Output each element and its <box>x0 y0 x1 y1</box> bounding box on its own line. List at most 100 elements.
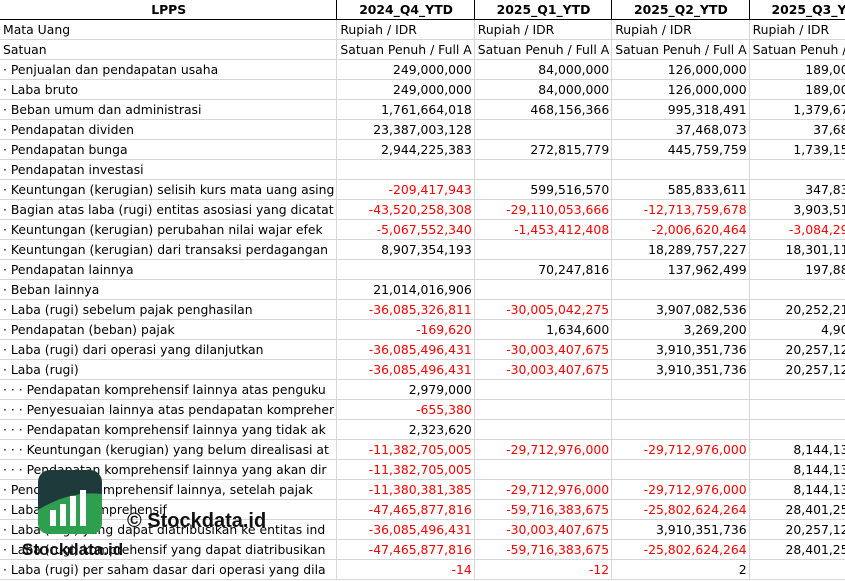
cell-value[interactable]: 189,000,000 <box>749 59 845 80</box>
cell-value[interactable]: 20,257,123,414 <box>749 359 845 380</box>
cell-value[interactable] <box>474 459 613 480</box>
cell-value[interactable]: 3,910,351,736 <box>611 519 750 540</box>
row-label[interactable]: Mata Uang <box>0 19 338 40</box>
cell-value[interactable]: Rupiah / IDR <box>474 19 613 40</box>
cell-value[interactable]: Satuan Penuh / Full A <box>611 39 750 60</box>
cell-value[interactable]: 28,401,255,048 <box>749 539 845 560</box>
cell-value[interactable]: -36,085,496,431 <box>336 359 475 380</box>
cell-value[interactable]: 2,979,000 <box>336 379 475 400</box>
cell-value[interactable]: -29,712,976,000 <box>474 479 613 500</box>
row-label[interactable]: · Pendapatan lainnya <box>0 259 338 280</box>
cell-value[interactable]: -29,110,053,666 <box>474 199 613 220</box>
cell-value[interactable] <box>474 239 613 260</box>
cell-value[interactable] <box>336 159 475 180</box>
row-label[interactable]: · Pendapatan investasi <box>0 159 338 180</box>
cell-value[interactable]: 28,401,255,048 <box>749 499 845 520</box>
cell-value[interactable]: 23,387,003,128 <box>336 119 475 140</box>
cell-value[interactable]: -11,382,705,005 <box>336 439 475 460</box>
cell-value[interactable]: 468,156,366 <box>474 99 613 120</box>
cell-value[interactable] <box>474 279 613 300</box>
cell-value[interactable] <box>474 419 613 440</box>
cell-value[interactable]: 20,257,123,414 <box>749 339 845 360</box>
cell-value[interactable]: 1,379,678,152 <box>749 99 845 120</box>
cell-value[interactable]: 3,910,351,736 <box>611 339 750 360</box>
cell-value[interactable]: 20,257,123,414 <box>749 519 845 540</box>
row-label[interactable]: · Bagian atas laba (rugi) entitas asosia… <box>0 199 338 220</box>
cell-value[interactable] <box>474 399 613 420</box>
row-label[interactable]: · Beban umum dan administrasi <box>0 99 338 120</box>
row-label[interactable]: · Keuntungan (kerugian) selisih kurs mat… <box>0 179 338 200</box>
cell-value[interactable]: 2,944,225,383 <box>336 139 475 160</box>
cell-value[interactable]: Rupiah / IDR <box>611 19 750 40</box>
cell-value[interactable]: -30,003,407,675 <box>474 359 613 380</box>
cell-value[interactable]: 1,761,664,018 <box>336 99 475 120</box>
row-label[interactable]: · Laba (rugi) <box>0 359 338 380</box>
cell-value[interactable]: -1,453,412,408 <box>474 219 613 240</box>
cell-value[interactable]: -30,005,042,275 <box>474 299 613 320</box>
cell-value[interactable]: 995,318,491 <box>611 99 750 120</box>
row-label[interactable]: · Pendapatan bunga <box>0 139 338 160</box>
header-period[interactable]: 2025_Q2_YTD <box>611 0 750 20</box>
cell-value[interactable] <box>749 419 845 440</box>
cell-value[interactable]: -12,713,759,678 <box>611 199 750 220</box>
cell-value[interactable]: -2,006,620,464 <box>611 219 750 240</box>
cell-value[interactable] <box>336 259 475 280</box>
row-label[interactable]: · · · Pendapatan komprehensif lainnya at… <box>0 379 338 400</box>
cell-value[interactable] <box>474 379 613 400</box>
cell-value[interactable]: -43,520,258,308 <box>336 199 475 220</box>
cell-value[interactable]: -47,465,877,816 <box>336 499 475 520</box>
row-label[interactable]: · Laba (rugi) sebelum pajak penghasilan <box>0 299 338 320</box>
row-label[interactable]: · · · Keuntungan (kerugian) yang belum d… <box>0 439 338 460</box>
cell-value[interactable]: 189,000,000 <box>749 79 845 100</box>
cell-value[interactable]: 585,833,611 <box>611 179 750 200</box>
cell-value[interactable]: -59,716,383,675 <box>474 539 613 560</box>
cell-value[interactable]: -47,465,877,816 <box>336 539 475 560</box>
cell-value[interactable]: -29,712,976,000 <box>611 479 750 500</box>
cell-value[interactable]: 8 <box>749 559 845 580</box>
cell-value[interactable]: -36,085,496,431 <box>336 519 475 540</box>
cell-value[interactable]: 445,759,759 <box>611 139 750 160</box>
cell-value[interactable]: Rupiah / IDR <box>336 19 475 40</box>
cell-value[interactable]: -3,084,297,689 <box>749 219 845 240</box>
cell-value[interactable] <box>749 379 845 400</box>
cell-value[interactable]: 21,014,016,906 <box>336 279 475 300</box>
header-period[interactable]: 2025_Q3_YTD <box>749 0 845 20</box>
cell-value[interactable]: 599,516,570 <box>474 179 613 200</box>
cell-value[interactable] <box>611 459 750 480</box>
cell-value[interactable]: 84,000,000 <box>474 59 613 80</box>
cell-value[interactable]: Satuan Penuh / Full A <box>336 39 475 60</box>
cell-value[interactable]: 137,962,499 <box>611 259 750 280</box>
cell-value[interactable]: -36,085,326,811 <box>336 299 475 320</box>
cell-value[interactable]: 8,144,131,634 <box>749 459 845 480</box>
row-label[interactable]: · · · Pendapatan komprehensif lainnya ya… <box>0 419 338 440</box>
cell-value[interactable] <box>474 119 613 140</box>
row-label[interactable]: · Penjualan dan pendapatan usaha <box>0 59 338 80</box>
row-label[interactable]: · Beban lainnya <box>0 279 338 300</box>
cell-value[interactable]: 126,000,000 <box>611 79 750 100</box>
cell-value[interactable]: 84,000,000 <box>474 79 613 100</box>
cell-value[interactable]: 3,910,351,736 <box>611 359 750 380</box>
header-period[interactable]: 2025_Q1_YTD <box>474 0 613 20</box>
cell-value[interactable]: 18,289,757,227 <box>611 239 750 260</box>
cell-value[interactable]: Satuan Penuh / Full A <box>474 39 613 60</box>
row-label[interactable]: · Keuntungan (kerugian) dari transaksi p… <box>0 239 338 260</box>
row-label[interactable]: Satuan <box>0 39 338 60</box>
cell-value[interactable]: 3,269,200 <box>611 319 750 340</box>
row-label[interactable]: · Pendapatan dividen <box>0 119 338 140</box>
cell-value[interactable]: -209,417,943 <box>336 179 475 200</box>
cell-value[interactable]: 37,684,806 <box>749 119 845 140</box>
cell-value[interactable]: 347,839,324 <box>749 179 845 200</box>
cell-value[interactable] <box>611 399 750 420</box>
cell-value[interactable]: Rupiah / IDR <box>749 19 845 40</box>
row-label[interactable]: · Laba bruto <box>0 79 338 100</box>
cell-value[interactable]: 2,323,620 <box>336 419 475 440</box>
cell-value[interactable] <box>611 379 750 400</box>
cell-value[interactable]: 70,247,816 <box>474 259 613 280</box>
cell-value[interactable]: -12 <box>474 559 613 580</box>
cell-value[interactable]: 4,903,800 <box>749 319 845 340</box>
cell-value[interactable]: 1,634,600 <box>474 319 613 340</box>
cell-value[interactable]: -59,716,383,675 <box>474 499 613 520</box>
row-label[interactable]: · Pendapatan (beban) pajak <box>0 319 338 340</box>
cell-value[interactable] <box>611 279 750 300</box>
row-label[interactable]: · Laba (rugi) per saham dasar dari opera… <box>0 559 338 580</box>
